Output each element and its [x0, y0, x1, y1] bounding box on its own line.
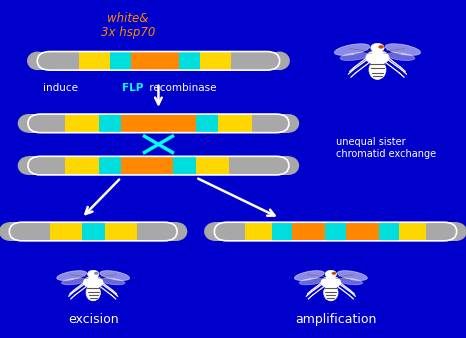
- Text: amplification: amplification: [295, 313, 376, 326]
- Text: white&: white&: [108, 12, 149, 25]
- Bar: [245, 222, 272, 241]
- Bar: [426, 222, 457, 241]
- Ellipse shape: [299, 278, 323, 285]
- Ellipse shape: [378, 45, 384, 49]
- Bar: [37, 51, 79, 70]
- Bar: [110, 51, 131, 70]
- Bar: [196, 156, 229, 175]
- Ellipse shape: [332, 272, 336, 275]
- Text: induce: induce: [43, 83, 82, 93]
- Ellipse shape: [18, 114, 38, 132]
- Ellipse shape: [335, 44, 370, 55]
- Ellipse shape: [100, 271, 130, 281]
- Bar: [399, 222, 426, 241]
- Ellipse shape: [62, 278, 86, 285]
- Bar: [121, 156, 173, 175]
- Ellipse shape: [324, 285, 338, 301]
- Ellipse shape: [446, 222, 466, 241]
- Bar: [99, 156, 121, 175]
- Ellipse shape: [295, 271, 324, 281]
- Bar: [79, 51, 110, 70]
- Ellipse shape: [279, 114, 299, 132]
- Bar: [82, 222, 105, 241]
- Ellipse shape: [321, 276, 341, 288]
- Ellipse shape: [83, 276, 103, 288]
- Ellipse shape: [0, 222, 20, 241]
- Text: unequal sister: unequal sister: [336, 137, 405, 147]
- Bar: [137, 222, 177, 241]
- Bar: [28, 156, 65, 175]
- Text: excision: excision: [68, 313, 118, 326]
- Ellipse shape: [101, 278, 125, 285]
- Bar: [200, 51, 231, 70]
- Bar: [379, 222, 399, 241]
- Bar: [214, 222, 245, 241]
- Bar: [131, 51, 179, 70]
- Ellipse shape: [269, 52, 290, 70]
- Bar: [218, 114, 252, 132]
- Ellipse shape: [338, 278, 363, 285]
- Text: recombinase: recombinase: [146, 83, 216, 93]
- Bar: [179, 51, 200, 70]
- Ellipse shape: [325, 270, 336, 278]
- Bar: [325, 222, 346, 241]
- Bar: [105, 222, 137, 241]
- Bar: [252, 114, 289, 132]
- Ellipse shape: [18, 156, 38, 175]
- Ellipse shape: [340, 53, 369, 61]
- Bar: [292, 222, 325, 241]
- Bar: [50, 222, 82, 241]
- Ellipse shape: [88, 270, 99, 278]
- Bar: [28, 114, 65, 132]
- Ellipse shape: [366, 50, 389, 65]
- Bar: [196, 114, 218, 132]
- Bar: [231, 51, 280, 70]
- Ellipse shape: [386, 53, 415, 61]
- Bar: [121, 114, 196, 132]
- Ellipse shape: [385, 44, 420, 55]
- Ellipse shape: [167, 222, 187, 241]
- Ellipse shape: [204, 222, 225, 241]
- Bar: [65, 114, 99, 132]
- Ellipse shape: [279, 156, 299, 175]
- Ellipse shape: [57, 271, 87, 281]
- Ellipse shape: [27, 52, 48, 70]
- Ellipse shape: [371, 43, 384, 52]
- Ellipse shape: [86, 285, 100, 301]
- Bar: [65, 156, 99, 175]
- Text: 3x hsp70: 3x hsp70: [101, 26, 155, 39]
- Bar: [229, 156, 289, 175]
- Bar: [272, 222, 292, 241]
- Bar: [173, 156, 196, 175]
- Bar: [346, 222, 379, 241]
- Bar: [9, 222, 50, 241]
- Text: chromatid exchange: chromatid exchange: [336, 149, 436, 159]
- Ellipse shape: [94, 272, 99, 275]
- Text: FLP: FLP: [122, 83, 144, 93]
- Ellipse shape: [369, 60, 386, 79]
- Bar: [99, 114, 121, 132]
- Ellipse shape: [337, 271, 367, 281]
